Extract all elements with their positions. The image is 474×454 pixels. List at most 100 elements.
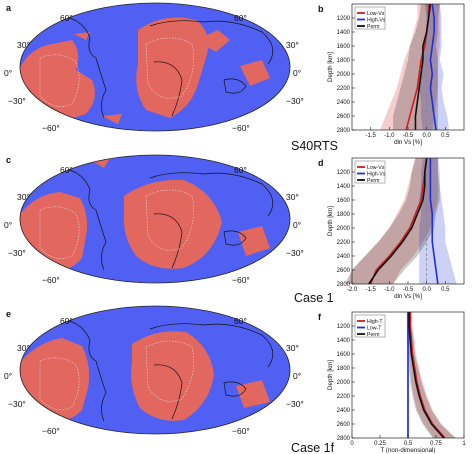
profile-chart-b: b 1200 1400 1600 1800 2000 2200 2400 2600 2800 -1.… <box>318 3 465 146</box>
low-velocity-regions <box>20 17 270 124</box>
contour-dashed <box>39 189 194 259</box>
lat-label: −30° <box>8 248 26 258</box>
lat-label: 0° <box>4 220 12 230</box>
lat-label: 60° <box>234 165 247 175</box>
model-label: S40RTS <box>291 139 338 153</box>
y-tick-label: 1200 <box>337 324 351 330</box>
x-axis-label: dln Vs [%] <box>394 139 422 146</box>
lat-label: −30° <box>8 96 26 106</box>
y-tick-label: 2000 <box>337 380 351 386</box>
series-line-high-vs <box>429 3 437 131</box>
series-spread <box>393 4 440 130</box>
profile-chart-d: d 1200 1400 1600 1800 2000 2200 2400 2600 2800-2.… <box>318 157 465 300</box>
y-tick-label: 1400 <box>337 338 351 344</box>
panel-letter-c: c <box>6 155 11 165</box>
y-tick-label: 2000 <box>337 226 351 232</box>
x-tick-label: 0.0 <box>422 133 431 139</box>
lat-label: −60° <box>42 426 60 436</box>
y-tick-label: 1600 <box>337 198 351 204</box>
x-tick-label: -1.5 <box>365 133 376 139</box>
y-tick-label: 1800 <box>337 58 351 64</box>
y-tick-label: 2000 <box>337 72 351 78</box>
map-body <box>20 306 290 434</box>
model-label: Case 1 <box>294 291 334 305</box>
series-spread <box>348 158 438 284</box>
y-tick-label: 1600 <box>337 352 351 358</box>
series-line-low-vs <box>369 157 428 285</box>
legend-label: High-Vs <box>367 17 386 23</box>
y-tick-label: 1600 <box>337 44 351 50</box>
legend-label: Low-T <box>367 325 382 331</box>
lat-label: 60° <box>60 165 73 175</box>
lat-label: −60° <box>42 123 60 133</box>
y-tick-label: 2800 <box>337 282 351 288</box>
y-tick-label: 2600 <box>337 268 351 274</box>
x-tick-label: 1 <box>462 441 466 447</box>
lat-label: 30° <box>286 343 299 353</box>
coastlines <box>61 167 274 271</box>
panel-letter-a: a <box>6 3 12 13</box>
y-axis-label: Depth [km] <box>327 360 334 390</box>
y-tick-label: 1400 <box>337 30 351 36</box>
lat-label: −60° <box>232 275 250 285</box>
series-line-high-vs <box>429 158 439 285</box>
lat-label: 60° <box>234 316 247 326</box>
map-body <box>20 155 290 283</box>
panel-letter-e: e <box>6 309 11 319</box>
panel-letter-f: f <box>318 312 322 322</box>
y-tick-label: 1800 <box>337 212 351 218</box>
coastlines <box>61 15 274 119</box>
lat-label: 30° <box>17 192 30 202</box>
x-tick-label: -1.0 <box>384 287 395 293</box>
lat-label: −30° <box>286 96 304 106</box>
lat-label: 0° <box>4 371 12 381</box>
y-tick-label: 2200 <box>337 86 351 92</box>
y-tick-label: 2400 <box>337 254 351 260</box>
lat-label: −60° <box>42 275 60 285</box>
y-tick-label: 2400 <box>337 100 351 106</box>
panel-letter-b: b <box>318 4 324 14</box>
series-line-perm <box>414 3 432 130</box>
contour-dashed <box>39 340 194 410</box>
series-line-perm <box>408 312 445 439</box>
x-tick-label: 0.0 <box>422 287 431 293</box>
legend-label: Perm <box>367 178 379 184</box>
y-tick-label: 2200 <box>337 394 351 400</box>
map-outline <box>19 154 291 284</box>
map-panel-e: e 60° 60° 30° 30° 0° 0° −30 <box>4 305 335 454</box>
x-axis-label: T (non-dimensional) <box>381 447 436 454</box>
y-tick-label: 1200 <box>337 16 351 22</box>
y-axis-label: Depth [km] <box>327 52 334 82</box>
lat-label: −30° <box>286 248 304 258</box>
y-axis-label: Depth [km] <box>327 206 334 236</box>
x-tick-label: 0.5 <box>441 133 450 139</box>
lat-label: 30° <box>17 40 30 50</box>
series-spread <box>406 312 456 438</box>
lat-label: 30° <box>286 192 299 202</box>
map-outline <box>19 2 291 132</box>
x-tick-label: 0 <box>350 441 354 447</box>
series-spread <box>344 158 440 284</box>
y-tick-label: 2800 <box>337 436 351 442</box>
x-tick-label: 0.5 <box>441 287 450 293</box>
panel-letter-d: d <box>318 158 324 168</box>
lat-label: 60° <box>60 13 73 23</box>
model-label: Case 1f <box>291 441 335 454</box>
series-line-perm <box>368 157 428 285</box>
x-tick-label: -1.0 <box>384 133 395 139</box>
x-tick-label: -2.0 <box>347 287 358 293</box>
map-panel-c: c 60° 60° 30° 30° 0° 0 <box>4 154 334 305</box>
y-tick-label: 1800 <box>337 366 351 372</box>
y-tick-label: 2600 <box>337 114 351 120</box>
x-tick-label: -0.5 <box>403 287 414 293</box>
legend-label: High-Vs <box>367 171 386 177</box>
lat-label: −60° <box>232 123 250 133</box>
map-body <box>20 3 290 131</box>
legend-label: Low-Vs <box>367 165 385 171</box>
depth-profile-panels: b 1200 1400 1600 1800 2000 2200 2400 2600 2800 -1.… <box>318 3 466 454</box>
coastlines <box>61 318 274 422</box>
lat-label: 30° <box>17 343 30 353</box>
